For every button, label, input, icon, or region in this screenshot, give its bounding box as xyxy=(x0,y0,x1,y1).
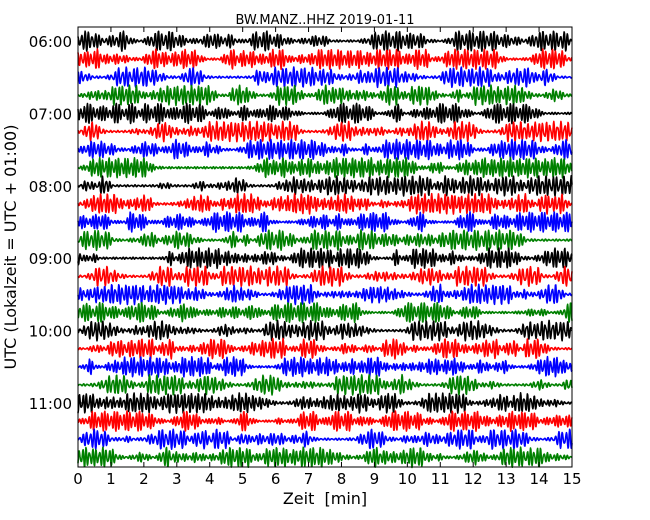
x-tick-label: 3 xyxy=(172,470,182,488)
x-tick-label: 5 xyxy=(238,470,248,488)
trace-line-20 xyxy=(77,373,573,396)
y-axis-ticks: 06:00 07:00 08:00 09:00 10:00 11:00 xyxy=(29,33,572,413)
y-tick-label: 11:00 xyxy=(29,395,72,413)
trace-line-3 xyxy=(77,66,573,89)
trace-line-13 xyxy=(77,247,573,270)
x-axis-ticks: 0 1 2 3 4 5 6 7 8 9 10 11 12 13 14 15 xyxy=(73,27,582,488)
y-axis-label: UTC (Lokalzeit = UTC + 01:00) xyxy=(1,125,20,370)
trace-line-24 xyxy=(77,446,573,469)
y-tick-label: 07:00 xyxy=(29,105,72,123)
x-tick-label: 14 xyxy=(530,470,549,488)
x-tick-label: 15 xyxy=(562,470,581,488)
x-tick-label: 13 xyxy=(497,470,516,488)
trace-line-8 xyxy=(77,156,573,179)
trace-line-5 xyxy=(77,102,573,125)
trace-line-14 xyxy=(77,265,573,288)
x-tick-label: 8 xyxy=(337,470,347,488)
x-tick-label: 10 xyxy=(398,470,417,488)
trace-line-11 xyxy=(77,210,573,233)
y-tick-label: 09:00 xyxy=(29,250,72,268)
trace-line-2 xyxy=(77,48,573,71)
y-tick-label: 10:00 xyxy=(29,323,72,341)
trace-line-10 xyxy=(77,192,573,215)
seismogram-traces xyxy=(77,30,573,469)
x-axis-label: Zeit [min] xyxy=(283,489,367,508)
y-tick-label: 08:00 xyxy=(29,178,72,196)
trace-line-9 xyxy=(77,175,573,197)
x-tick-label: 9 xyxy=(370,470,380,488)
x-tick-label: 1 xyxy=(106,470,116,488)
x-tick-label: 4 xyxy=(205,470,215,488)
x-tick-label: 12 xyxy=(464,470,483,488)
trace-line-7 xyxy=(77,138,573,161)
x-tick-label: 2 xyxy=(139,470,149,488)
trace-line-4 xyxy=(77,84,573,107)
trace-line-15 xyxy=(77,283,573,306)
trace-line-17 xyxy=(77,319,573,342)
trace-line-21 xyxy=(77,392,573,414)
x-tick-label: 0 xyxy=(73,470,83,488)
x-tick-label: 6 xyxy=(271,470,281,488)
trace-line-6 xyxy=(77,120,573,143)
trace-line-16 xyxy=(77,301,573,324)
trace-line-12 xyxy=(77,229,573,252)
chart-title: BW.MANZ..HHZ 2019-01-11 xyxy=(235,13,414,28)
trace-line-18 xyxy=(77,337,573,360)
trace-line-1 xyxy=(77,30,573,52)
trace-line-23 xyxy=(77,428,573,450)
x-tick-label: 7 xyxy=(304,470,314,488)
trace-line-22 xyxy=(77,410,573,433)
y-tick-label: 06:00 xyxy=(29,33,72,51)
plot-frame xyxy=(77,26,573,468)
trace-line-19 xyxy=(77,355,573,378)
x-tick-label: 11 xyxy=(431,470,450,488)
